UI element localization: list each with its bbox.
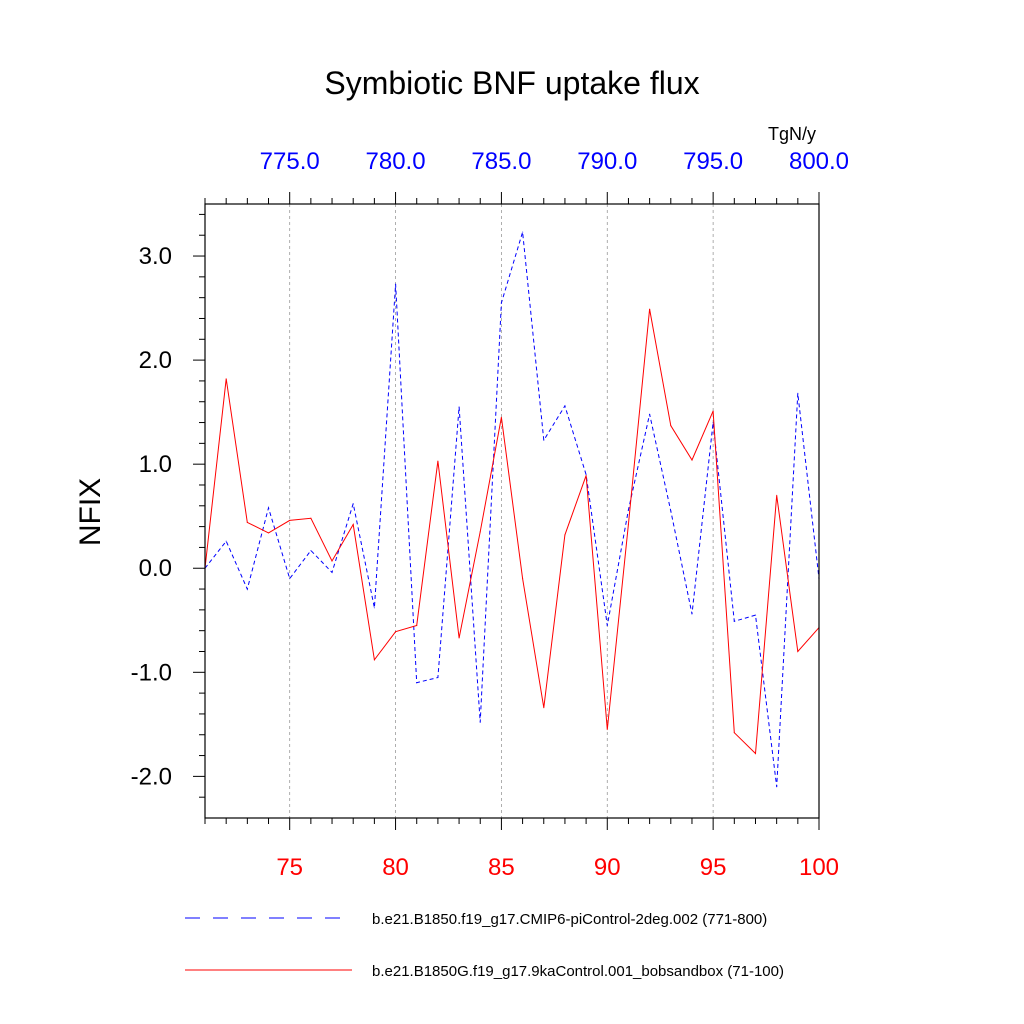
x-top-tick-label: 795.0 [683,148,743,175]
data-point-s0 [776,786,778,788]
y-tick-label: -2.0 [131,763,172,790]
data-point-s1 [670,425,672,427]
data-point-s1 [712,410,714,412]
data-point-s0 [585,473,587,476]
data-point-s0 [627,509,630,511]
data-point-s1 [310,517,312,519]
data-point-s1 [543,707,545,709]
data-point-s1 [797,650,799,653]
data-point-s0 [267,507,270,509]
legend: b.e21.B1850.f19_g17.CMIP6-piControl-2deg… [185,911,784,980]
data-point-s0 [310,549,312,552]
data-point-s1 [373,659,375,661]
series-line-0 [204,231,820,787]
data-point-s1 [733,732,735,734]
data-point-s0 [564,405,566,407]
data-point-s0 [458,406,460,408]
y-tick-label: 2.0 [139,347,172,374]
data-point-s0 [543,439,545,441]
data-point-s1 [437,460,439,462]
data-point-s1 [267,532,270,534]
data-point-s0 [754,614,757,616]
legend-label-9ka: b.e21.B1850G.f19_g17.9kaControl.001_bobs… [372,963,784,980]
data-point-s1 [776,494,778,496]
x-bottom-tick-label: 75 [276,854,303,881]
data-point-s0 [416,682,418,684]
data-point-s0 [331,571,333,574]
x-top-tick-label: 790.0 [577,148,637,175]
legend-label-cmip6: b.e21.B1850.f19_g17.CMIP6-piControl-2deg… [372,911,767,928]
data-point-s0 [500,302,503,304]
x-bottom-tick-label: 85 [488,854,515,881]
units-label: TgN/y [768,124,816,144]
data-point-s1 [564,534,566,536]
label-layer: 75 80 85 90 95 100 775.0 780.0 785.0 790.0 795.0 80… [131,148,849,881]
data-point-s1 [331,560,333,562]
data-point-s1 [606,728,608,731]
y-axis-label: NFIX [74,478,107,546]
series-layer [204,231,820,788]
plot-frame [204,203,820,819]
y-tick-label: 1.0 [139,451,172,478]
data-point-s0 [733,620,735,622]
data-point-s1 [246,521,248,524]
data-point-s1 [394,631,397,633]
data-point-s0 [521,231,524,233]
data-point-s0 [246,588,248,590]
data-point-s1 [500,416,503,418]
data-point-s0 [394,283,397,285]
x-top-tick-label: 785.0 [471,148,531,175]
chart-title: Symbiotic BNF uptake flux [324,65,699,101]
data-point-s1 [649,308,651,310]
data-point-s1 [458,637,460,639]
data-point-s1 [691,459,693,461]
data-point-s0 [606,624,608,627]
data-point-s1 [225,378,227,380]
data-point-s1 [521,578,524,580]
x-bottom-tick-label: 95 [700,854,727,881]
data-point-s0 [649,413,651,415]
series-line-1 [204,309,820,755]
data-point-s0 [352,503,354,505]
data-point-s0 [797,392,799,395]
grid-layer [289,204,714,818]
x-top-tick-label: 800.0 [789,148,849,175]
data-point-s0 [225,540,227,542]
data-point-s1 [416,624,418,627]
x-bottom-tick-label: 100 [799,854,839,881]
data-point-s0 [479,721,481,723]
data-point-s1 [479,531,481,533]
y-tick-label: 3.0 [139,243,172,270]
x-top-tick-label: 780.0 [366,148,426,175]
data-point-s1 [627,523,630,526]
x-bottom-tick-label: 90 [594,854,621,881]
data-point-s0 [670,510,672,512]
y-tick-label: 0.0 [139,555,172,582]
tick-layer [193,192,820,830]
data-point-s1 [754,752,757,755]
data-point-s1 [352,523,354,526]
x-bottom-tick-label: 80 [382,854,409,881]
y-tick-label: -1.0 [131,659,172,686]
x-top-tick-label: 775.0 [260,148,320,175]
data-point-s0 [373,607,375,609]
data-point-s1 [289,519,291,521]
data-point-s1 [585,475,587,477]
data-point-s0 [289,578,291,580]
data-point-s0 [437,676,439,679]
data-point-s0 [691,613,693,615]
